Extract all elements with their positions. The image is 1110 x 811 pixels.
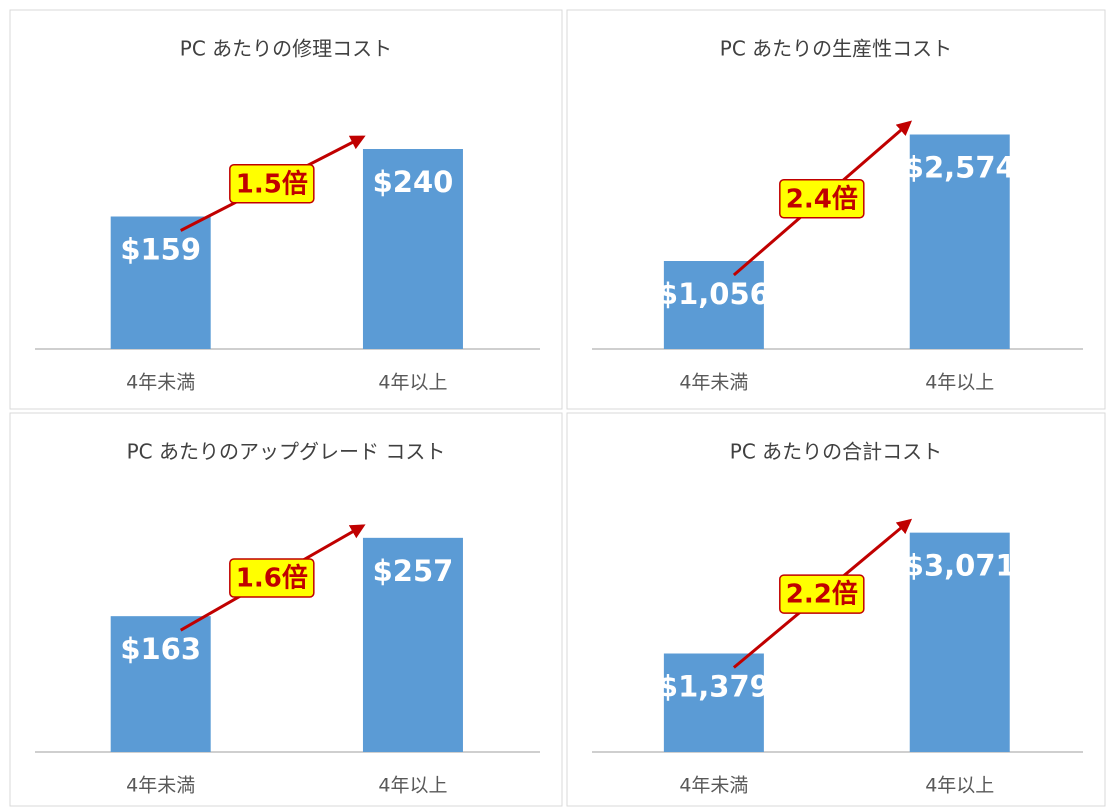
annotation: 1.6倍	[236, 563, 308, 594]
chart-title: PC あたりの合計コスト	[730, 440, 942, 464]
x-tick-label: 4年以上	[378, 775, 447, 797]
bar	[110, 216, 211, 349]
value-label: $159	[120, 233, 201, 267]
value-label: $1,056	[658, 277, 770, 311]
panel	[9, 412, 563, 807]
annotation-box	[779, 574, 865, 614]
x-tick-label: 4年以上	[925, 775, 994, 797]
bar	[362, 149, 463, 349]
value-label: $2,574	[904, 151, 1016, 185]
value-label: $3,071	[904, 549, 1016, 583]
chart-title: PC あたりの修理コスト	[180, 37, 392, 61]
bar	[663, 653, 764, 752]
annotation-box	[779, 179, 865, 219]
value-label: $1,379	[658, 670, 770, 704]
annotation: 2.2倍	[786, 579, 858, 610]
bar	[110, 616, 211, 752]
chart-title: PC あたりのアップグレード コスト	[127, 440, 446, 464]
value-label: $257	[373, 554, 454, 588]
x-tick-label: 4年未満	[126, 372, 195, 394]
bar	[663, 261, 764, 349]
panel	[9, 9, 563, 410]
x-tick-label: 4年以上	[925, 372, 994, 394]
x-tick-label: 4年以上	[378, 372, 447, 394]
bar	[909, 532, 1010, 752]
value-label: $163	[120, 632, 201, 666]
value-label: $240	[373, 165, 454, 199]
x-tick-label: 4年未満	[679, 775, 748, 797]
x-tick-label: 4年未満	[126, 775, 195, 797]
annotation-box	[229, 558, 315, 598]
bar	[909, 134, 1010, 349]
annotation: 2.4倍	[786, 183, 858, 214]
x-tick-label: 4年未満	[679, 372, 748, 394]
chart-title: PC あたりの生産性コスト	[720, 37, 952, 61]
annotation: 1.5倍	[236, 168, 308, 199]
annotation-box	[229, 164, 315, 204]
bar	[362, 537, 463, 752]
